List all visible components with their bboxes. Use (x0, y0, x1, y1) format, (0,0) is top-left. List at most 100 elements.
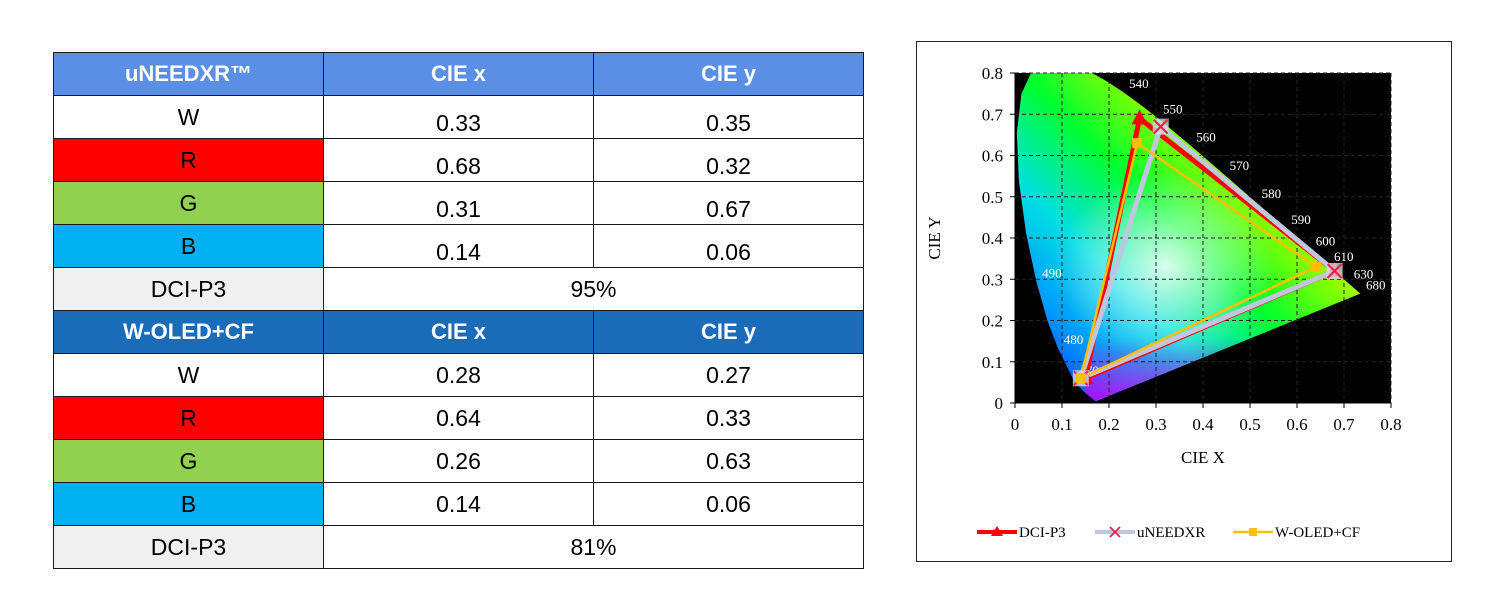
summary-row: DCI-P3 81% (53, 525, 864, 569)
cie-x-cell: 0.14 (323, 482, 594, 526)
wavelength-label: 600 (1316, 234, 1336, 249)
summary-value: 95% (323, 267, 864, 311)
series-line-uneedxr (1078, 124, 1338, 381)
x-tick-label: 0.2 (1098, 415, 1119, 434)
cie-x-cell: 0.64 (323, 396, 594, 440)
table-row: G 0.26 0.63 (53, 439, 864, 483)
header-cell: CIE y (593, 310, 864, 354)
cie-y-cell: 0.32 (593, 138, 864, 182)
chart-legend: DCI-P3 uNEEDXR W-OLED+CF (977, 525, 1360, 541)
legend-label-w-oled-cf: W-OLED+CF (1275, 525, 1360, 541)
table-row: G 0.31 0.67 (53, 181, 864, 225)
color-label-cell: R (53, 138, 324, 182)
data-point-dci-p3 (1131, 109, 1148, 125)
color-label-cell: G (53, 181, 324, 225)
header-cell: uNEEDXR™ (53, 52, 324, 96)
color-label-cell: B (53, 482, 324, 526)
wavelength-label: 560 (1196, 130, 1216, 145)
x-tick-label: 0.8 (1380, 415, 1401, 434)
y-axis-label: CIE Y (925, 216, 944, 259)
cie-x-cell: 0.31 (323, 181, 594, 225)
axes: 0 0.1 0.2 0.3 0.4 0.5 0.6 0.7 0.8 0 0.1 0.2 0.3 0.4 0.… (982, 64, 1402, 434)
summary-label: DCI-P3 (53, 525, 324, 569)
data-point-w-oled-cf (1310, 261, 1321, 272)
x-axis-label: CIE X (1181, 448, 1225, 467)
table-row: R 0.64 0.33 (53, 396, 864, 440)
color-label-cell: W (53, 353, 324, 397)
x-tick-label: 0.7 (1333, 415, 1355, 434)
wavelength-label: 550 (1163, 102, 1183, 117)
data-point-uneedxr (1326, 263, 1343, 279)
table-header-row: uNEEDXR™ CIE x CIE y (53, 52, 864, 96)
x-tick-label: 0 (1011, 415, 1020, 434)
wavelength-label: 680 (1366, 278, 1386, 293)
cie-x-cell: 0.26 (323, 439, 594, 483)
x-tick-label: 0.4 (1192, 415, 1214, 434)
cie-x-cell: 0.28 (323, 353, 594, 397)
cie-x-value: 0.14 (436, 238, 481, 265)
cie-chromaticity-chart: 470 480 490 540 550 560 570 580 590 600 610 630 680 … (916, 41, 1452, 562)
y-tick-label: 0.5 (982, 188, 1003, 207)
y-tick-label: 0.1 (982, 353, 1003, 372)
wavelength-label: 630 (1354, 267, 1374, 282)
x-tick-label: 0.1 (1051, 415, 1072, 434)
cie-x-value: 0.31 (436, 195, 481, 222)
wavelength-label: 490 (1042, 265, 1062, 280)
summary-row: DCI-P3 95% (53, 267, 864, 311)
series-line-w-oled-cf (1079, 141, 1318, 380)
color-label-cell: W (53, 95, 324, 139)
cie-x-value: 0.33 (436, 109, 481, 136)
gamut-series (1072, 109, 1343, 387)
color-label-cell: R (53, 396, 324, 440)
wavelength-label: 590 (1291, 212, 1311, 227)
y-tick-label: 0.3 (982, 270, 1003, 289)
cie-y-cell: 0.67 (593, 181, 864, 225)
data-point-w-oled-cf (1075, 373, 1086, 384)
cie-y-cell: 0.06 (593, 224, 864, 268)
x-tick-label: 0.6 (1286, 415, 1307, 434)
y-tick-label: 0.8 (982, 64, 1003, 83)
cie-x-cell: 0.33 (323, 95, 594, 139)
summary-label: DCI-P3 (53, 267, 324, 311)
cie-y-value: 0.32 (706, 152, 751, 179)
header-cell: CIE y (593, 52, 864, 96)
wavelength-label: 540 (1129, 76, 1149, 91)
legend-marker (1109, 526, 1121, 538)
header-cell: CIE x (323, 52, 594, 96)
y-tick-label: 0.2 (982, 312, 1003, 331)
table-header-row: W-OLED+CF CIE x CIE y (53, 310, 864, 354)
cie-x-cell: 0.68 (323, 138, 594, 182)
cie-y-value: 0.67 (706, 195, 751, 222)
wavelength-label: 570 (1230, 158, 1250, 173)
header-cell: CIE x (323, 310, 594, 354)
x-tick-label: 0.5 (1239, 415, 1260, 434)
data-point-w-oled-cf (1132, 138, 1143, 149)
cie-coordinates-table: uNEEDXR™ CIE x CIE y W 0.33 0.35 R 0.68 … (53, 52, 864, 569)
wavelength-label: 480 (1064, 332, 1084, 347)
y-tick-label: 0.4 (982, 229, 1004, 248)
legend-label-dci-p3: DCI-P3 (1019, 525, 1066, 541)
cie-y-cell: 0.27 (593, 353, 864, 397)
x-tick-label: 0.3 (1145, 415, 1166, 434)
table-row: W 0.28 0.27 (53, 353, 864, 397)
legend-label-uneedxr: uNEEDXR (1137, 525, 1205, 541)
cie-y-cell: 0.33 (593, 396, 864, 440)
cie-y-value: 0.06 (706, 238, 751, 265)
color-label-cell: G (53, 439, 324, 483)
legend-marker (1249, 528, 1257, 536)
wavelength-label: 610 (1334, 249, 1354, 264)
y-tick-label: 0.7 (982, 105, 1004, 124)
y-tick-label: 0 (995, 394, 1004, 413)
data-point-uneedxr (1152, 118, 1169, 135)
y-tick-label: 0.6 (982, 147, 1003, 166)
wavelength-label: 580 (1262, 186, 1282, 201)
cie-y-cell: 0.63 (593, 439, 864, 483)
table-row: R 0.68 0.32 (53, 138, 864, 182)
summary-value: 81% (323, 525, 864, 569)
cie-y-cell: 0.06 (593, 482, 864, 526)
table-row: B 0.14 0.06 (53, 224, 864, 268)
cie-x-value: 0.68 (436, 152, 481, 179)
table-row: B 0.14 0.06 (53, 482, 864, 526)
legend-marker (991, 526, 1003, 536)
cie-y-cell: 0.35 (593, 95, 864, 139)
